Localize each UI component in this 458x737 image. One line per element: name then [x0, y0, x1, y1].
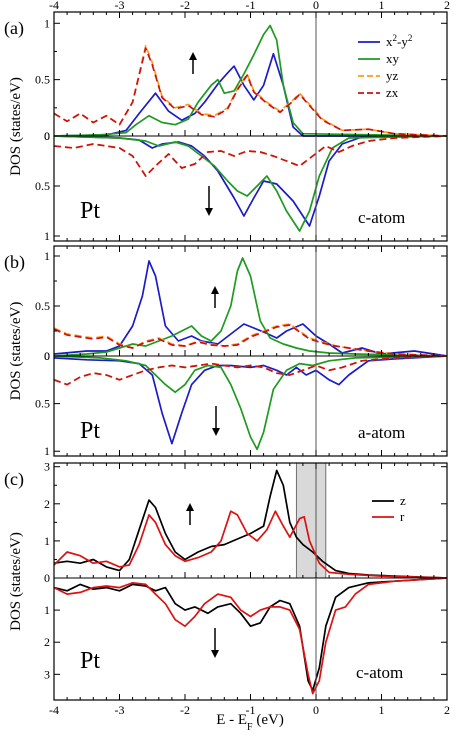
- series-xy-up: [53, 24, 448, 137]
- y-tick-label-down: 0: [44, 349, 50, 363]
- atom-label: c-atom: [358, 208, 405, 227]
- x-tick-label-top: -3: [115, 0, 125, 12]
- spin-up-arrow-head: [211, 286, 219, 294]
- y-tick-label-down: 0: [44, 129, 50, 143]
- series-x2y2-down: [53, 355, 448, 445]
- y-tick-label-down: 1: [44, 229, 50, 243]
- x-tick-label-bottom: -2: [180, 703, 190, 717]
- y-tick-label-down: 0.5: [35, 397, 50, 411]
- spin-down-arrow-head: [205, 208, 213, 216]
- panel-label: (a): [4, 18, 24, 39]
- x-tick-label-bottom: 2: [444, 703, 450, 717]
- y-tick-label-up: 2: [44, 497, 50, 511]
- x-tick-label-bottom: 1: [379, 703, 385, 717]
- legend-label-r: r: [400, 509, 405, 524]
- y-tick-label-down: 2: [44, 635, 50, 649]
- legend-label-yz: yz: [386, 68, 399, 83]
- spin-up-arrow-head: [186, 503, 194, 511]
- spin-down-arrow: [211, 628, 219, 658]
- legend-label-xy: xy: [386, 51, 400, 66]
- x-tick-label-top: 1: [379, 0, 385, 12]
- legend: zr: [372, 493, 406, 524]
- series-x2y2-up: [53, 52, 447, 137]
- element-label: Pt: [80, 198, 100, 224]
- y-tick-label-up: 1: [44, 534, 50, 548]
- series-zx-up: [53, 324, 448, 357]
- series-r-down: [53, 577, 448, 695]
- y-tick-label-up: 0: [44, 349, 50, 363]
- x-tick-label-bottom: 0: [313, 703, 319, 717]
- x-tick-label-bottom: -4: [49, 703, 59, 717]
- spin-down-arrow: [205, 186, 213, 216]
- y-tick-label-down: 0.5: [35, 179, 50, 193]
- x-axis-label-subscript: F: [247, 722, 253, 733]
- y-tick-label-up: 0.5: [35, 299, 50, 313]
- panel-label: (c): [4, 469, 24, 490]
- element-label: Pt: [80, 418, 100, 444]
- y-tick-label-up: 1: [44, 249, 50, 263]
- x-tick-label-top: -4: [49, 0, 59, 12]
- legend: x2-y2 xy yz zx: [358, 33, 412, 100]
- series-x2y2-up: [53, 260, 448, 357]
- legend-label-x2y2: x2-y2: [386, 33, 412, 49]
- y-axis-label: DOS (states/eV): [8, 302, 24, 401]
- spin-up-arrow: [189, 52, 197, 74]
- x-tick-label-top: 0: [313, 0, 319, 12]
- spin-down-arrow-head: [212, 428, 220, 436]
- x-tick-label-bottom: -3: [115, 703, 125, 717]
- series-xy-up: [53, 257, 448, 357]
- spin-down-arrow: [212, 406, 220, 436]
- plot-layer: -4 -3 -2 -1 0 1 2 0 0.5 1 0 0.5 1 DOS (states/eV) (a) P…: [4, 0, 450, 717]
- legend-label-zx: zx: [386, 85, 399, 100]
- element-label: Pt: [80, 648, 100, 674]
- y-axis-label: DOS (states/eV): [8, 77, 24, 176]
- x-tick-label-top: -2: [180, 0, 190, 12]
- y-axis-label: DOS (states/eV): [8, 532, 24, 631]
- series-z-up: [53, 469, 448, 579]
- series-xy-down: [53, 355, 448, 451]
- y-tick-label-up: 0: [44, 129, 50, 143]
- atom-label: c-atom: [356, 663, 403, 682]
- series-r-up: [53, 510, 448, 579]
- y-tick-label-up: 0.5: [35, 73, 50, 87]
- x-tick-label-top: -1: [246, 0, 256, 12]
- atom-label: a-atom: [358, 423, 405, 442]
- series-z-down: [53, 577, 448, 692]
- y-tick-label-up: 3: [44, 460, 50, 474]
- spin-up-arrow-head: [189, 52, 197, 60]
- spin-up-arrow: [186, 503, 194, 525]
- series-zx-down: [53, 355, 448, 386]
- spin-down-arrow-head: [211, 650, 219, 658]
- x-tick-label-bottom: -1: [246, 703, 256, 717]
- series-zx-down: [53, 135, 448, 177]
- series-zx-up: [53, 47, 448, 137]
- y-tick-label-up: 0: [44, 571, 50, 585]
- x-tick-label-top: 2: [444, 0, 450, 12]
- y-tick-label-down: 1: [44, 444, 50, 458]
- y-tick-label-up: 1: [44, 16, 50, 30]
- series-x2y2-down: [53, 135, 448, 227]
- panel-label: (b): [4, 252, 25, 273]
- y-tick-label-down: 3: [44, 667, 50, 681]
- y-tick-label-down: 1: [44, 603, 50, 617]
- legend-label-z: z: [400, 493, 406, 508]
- series-yz-down: [53, 135, 448, 177]
- x-axis-label: E - EF (eV): [216, 712, 284, 733]
- panel-2: -4 -3 -2 -1 0 1 2 0 1 2 3 1 2 3 DOS (states/eV) (c) Pt c-…: [4, 460, 450, 717]
- spin-up-arrow: [211, 286, 219, 308]
